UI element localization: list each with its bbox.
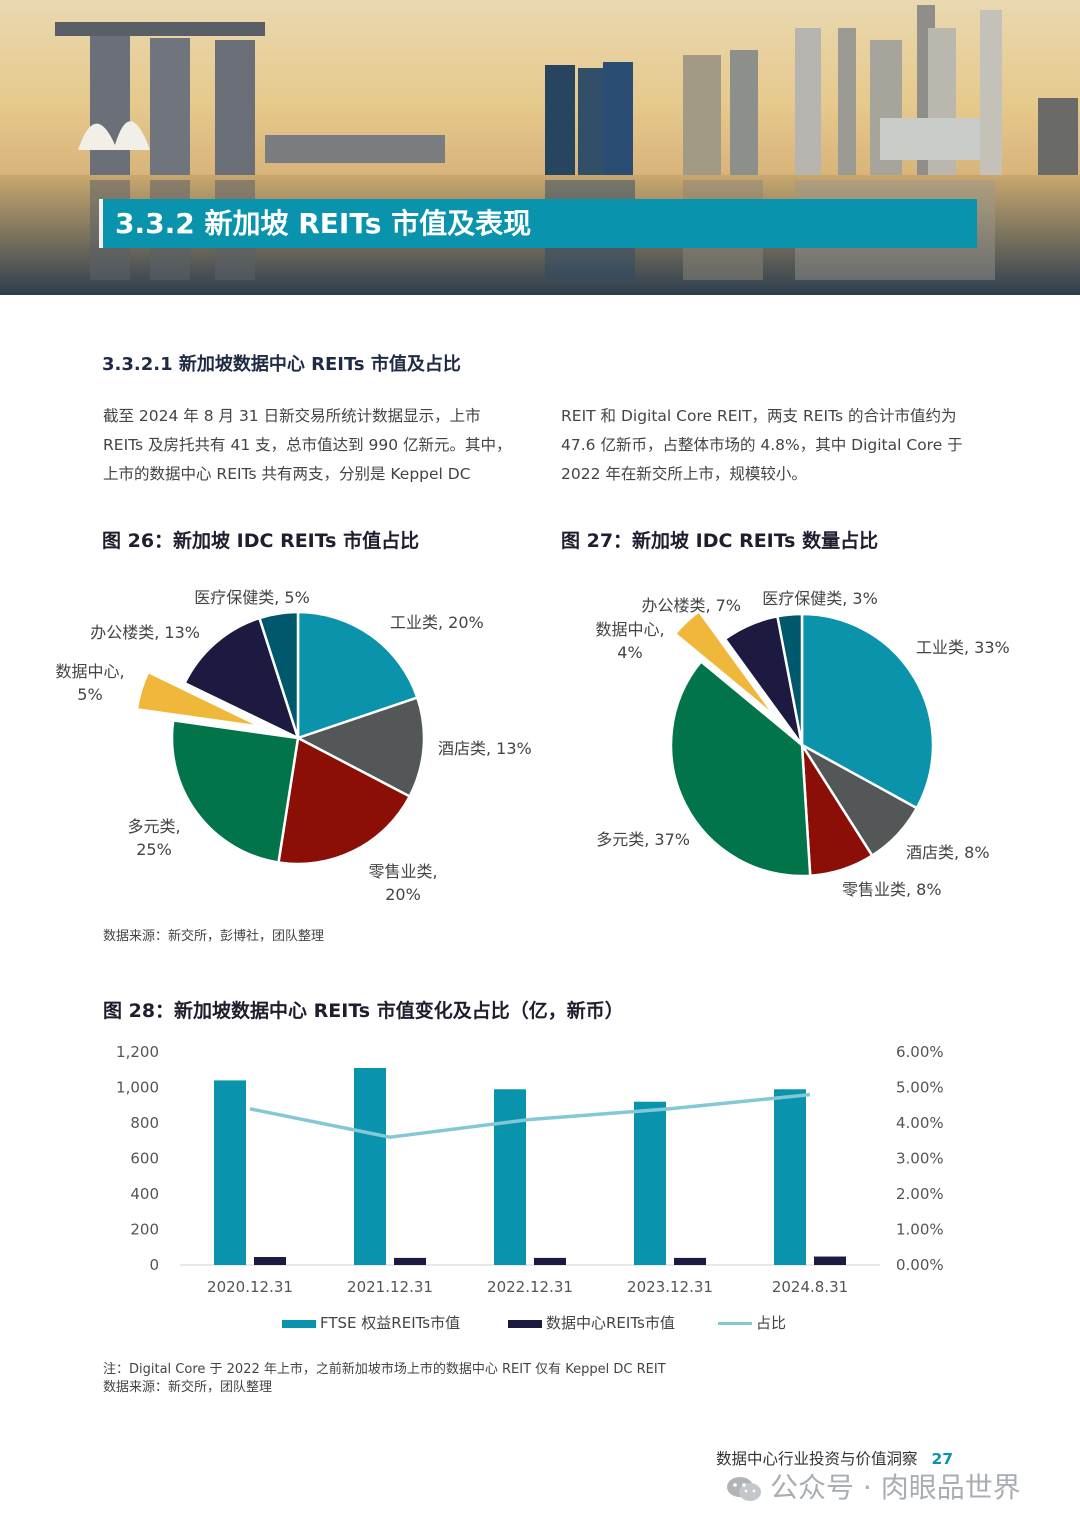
y-right-tick-1: 1.00% xyxy=(896,1221,944,1239)
y-right-tick-3: 3.00% xyxy=(896,1150,944,1168)
pie26-label-3: 多元类, 25% xyxy=(127,817,180,859)
wechat-icon xyxy=(727,1477,761,1501)
legend-item-ratio: 占比 xyxy=(718,1313,786,1333)
bar-datacenter-2 xyxy=(534,1257,566,1265)
x-tick-4: 2024.8.31 xyxy=(772,1278,848,1296)
pie26-label-4: 数据中心, 5% xyxy=(55,662,124,704)
pie27-label-2: 零售业类, 8% xyxy=(842,880,942,899)
pie27-label-5: 办公楼类, 7% xyxy=(641,596,741,615)
bar-datacenter-0 xyxy=(254,1257,286,1265)
bar-datacenter-3 xyxy=(674,1257,706,1265)
pie27-label-4: 数据中心, 4% xyxy=(595,620,664,662)
legend-swatch-datacenter xyxy=(508,1319,542,1328)
fig26-title: 图 26：新加坡 IDC REITs 市值占比 xyxy=(102,530,420,552)
pie26-label-5: 办公楼类, 13% xyxy=(90,623,200,642)
fig28-source: 数据来源：新交所，团队整理 xyxy=(103,1380,273,1395)
y-left-tick-3: 600 xyxy=(130,1150,159,1168)
pie27-slice-3 xyxy=(669,659,812,878)
fig26-pie-chart: 工业类, 20% 酒店类, 13% 零售业类, 20% 多元类, 25% 数据中心, 5% 办公… xyxy=(55,588,532,904)
pie27-slice-6 xyxy=(775,612,804,746)
pie26-slice-6 xyxy=(257,610,300,739)
bar-datacenter-1 xyxy=(394,1257,426,1265)
pie27-label-1: 酒店类, 8% xyxy=(906,843,990,862)
pie26-slice-5 xyxy=(182,616,301,741)
subsection-title: 3.3.2.1 新加坡数据中心 REITs 市值及占比 xyxy=(102,354,461,375)
pie26-slice-1 xyxy=(294,695,426,799)
y-right-tick-5: 5.00% xyxy=(896,1079,944,1097)
fig26-source: 数据来源：新交所，彭博社，团队整理 xyxy=(103,929,325,944)
pie26-label-1: 酒店类, 13% xyxy=(438,739,532,758)
bar-datacenter-4 xyxy=(814,1256,846,1265)
bar-ftse-0 xyxy=(214,1080,246,1265)
fig28-note: 注：Digital Core 于 2022 年上市，之前新加坡市场上市的数据中心… xyxy=(103,1362,666,1377)
pie26-slice-2 xyxy=(277,736,412,866)
body-paragraph-right: REIT 和 Digital Core REIT，两支 REITs 的合计市值约… xyxy=(561,407,963,483)
y-right-tick-6: 6.00% xyxy=(896,1043,944,1061)
page-number: 27 xyxy=(931,1450,954,1468)
x-tick-0: 2020.12.31 xyxy=(207,1278,293,1296)
y-left-tick-2: 400 xyxy=(130,1185,159,1203)
body-paragraph-left: 截至 2024 年 8 月 31 日新交易所统计数据显示，上市 REITs 及房… xyxy=(103,407,512,483)
legend-item-datacenter: 数据中心REITs市值 xyxy=(508,1313,675,1333)
y-left-tick-5: 1,000 xyxy=(116,1079,159,1097)
header-banner xyxy=(0,0,1080,295)
fig28-title: 图 28：新加坡数据中心 REITs 市值变化及占比（亿，新币） xyxy=(103,1000,624,1022)
pie27-label-6: 医疗保健类, 3% xyxy=(762,589,878,608)
watermark: 公众号 · 肉眼品世界 xyxy=(726,1466,1021,1506)
fig27-pie-chart: 工业类, 33% 酒店类, 8% 零售业类, 8% 多元类, 37% 数据中心, 4% 办公… xyxy=(595,589,1010,899)
pie26-label-6: 医疗保健类, 5% xyxy=(194,588,310,607)
bar-ftse-2 xyxy=(494,1089,526,1265)
legend-swatch-ftse xyxy=(282,1319,316,1328)
fig27-title: 图 27：新加坡 IDC REITs 数量占比 xyxy=(561,530,879,552)
x-tick-3: 2023.12.31 xyxy=(627,1278,713,1296)
pie26-slice-4 xyxy=(135,670,263,729)
legend-label-ratio: 占比 xyxy=(756,1314,787,1332)
y-left-tick-6: 1,200 xyxy=(116,1043,159,1061)
y-left-tick-4: 800 xyxy=(130,1114,159,1132)
x-tick-1: 2021.12.31 xyxy=(347,1278,433,1296)
y-left-tick-1: 200 xyxy=(130,1221,159,1239)
fig28-combo-chart: 0 200 400 600 800 1,000 1,200 0.00% 1.00% 2.00% 3.… xyxy=(116,1043,944,1296)
legend-item-ftse: FTSE 权益REITs市值 xyxy=(282,1313,460,1333)
y-right-tick-4: 4.00% xyxy=(896,1114,944,1132)
x-tick-2: 2022.12.31 xyxy=(487,1278,573,1296)
y-left-tick-0: 0 xyxy=(149,1256,159,1274)
legend-label-ftse: FTSE 权益REITs市值 xyxy=(320,1314,461,1332)
page-footer: 数据中心行业投资与价值洞察 27 xyxy=(716,1447,953,1469)
footer-title: 数据中心行业投资与价值洞察 xyxy=(716,1450,918,1468)
pie26-label-2: 零售业类, 20% xyxy=(368,862,437,904)
skyline-illustration xyxy=(0,0,1080,295)
bar-ftse-1 xyxy=(354,1067,386,1265)
pie26-slice-3 xyxy=(170,719,300,864)
y-right-tick-0: 0.00% xyxy=(896,1256,944,1274)
y-right-tick-2: 2.00% xyxy=(896,1185,944,1203)
bar-ftse-3 xyxy=(634,1101,666,1265)
bar-ftse-4 xyxy=(774,1089,806,1265)
legend-label-datacenter: 数据中心REITs市值 xyxy=(546,1314,675,1332)
pie26-label-0: 工业类, 20% xyxy=(390,613,484,632)
pie27-label-3: 多元类, 37% xyxy=(596,830,690,849)
legend-swatch-ratio xyxy=(718,1322,752,1325)
pie27-slice-0 xyxy=(800,612,935,810)
line-ratio xyxy=(249,1092,811,1139)
pie27-slice-4 xyxy=(673,609,777,719)
pie27-label-0: 工业类, 33% xyxy=(916,638,1010,657)
section-title: 3.3.2 新加坡 REITs 市值及表现 xyxy=(115,207,532,240)
watermark-text: 公众号 · 肉眼品世界 xyxy=(770,1471,1021,1504)
section-title-bar: 3.3.2 新加坡 REITs 市值及表现 xyxy=(99,199,977,248)
section-bar-accent xyxy=(99,199,103,248)
